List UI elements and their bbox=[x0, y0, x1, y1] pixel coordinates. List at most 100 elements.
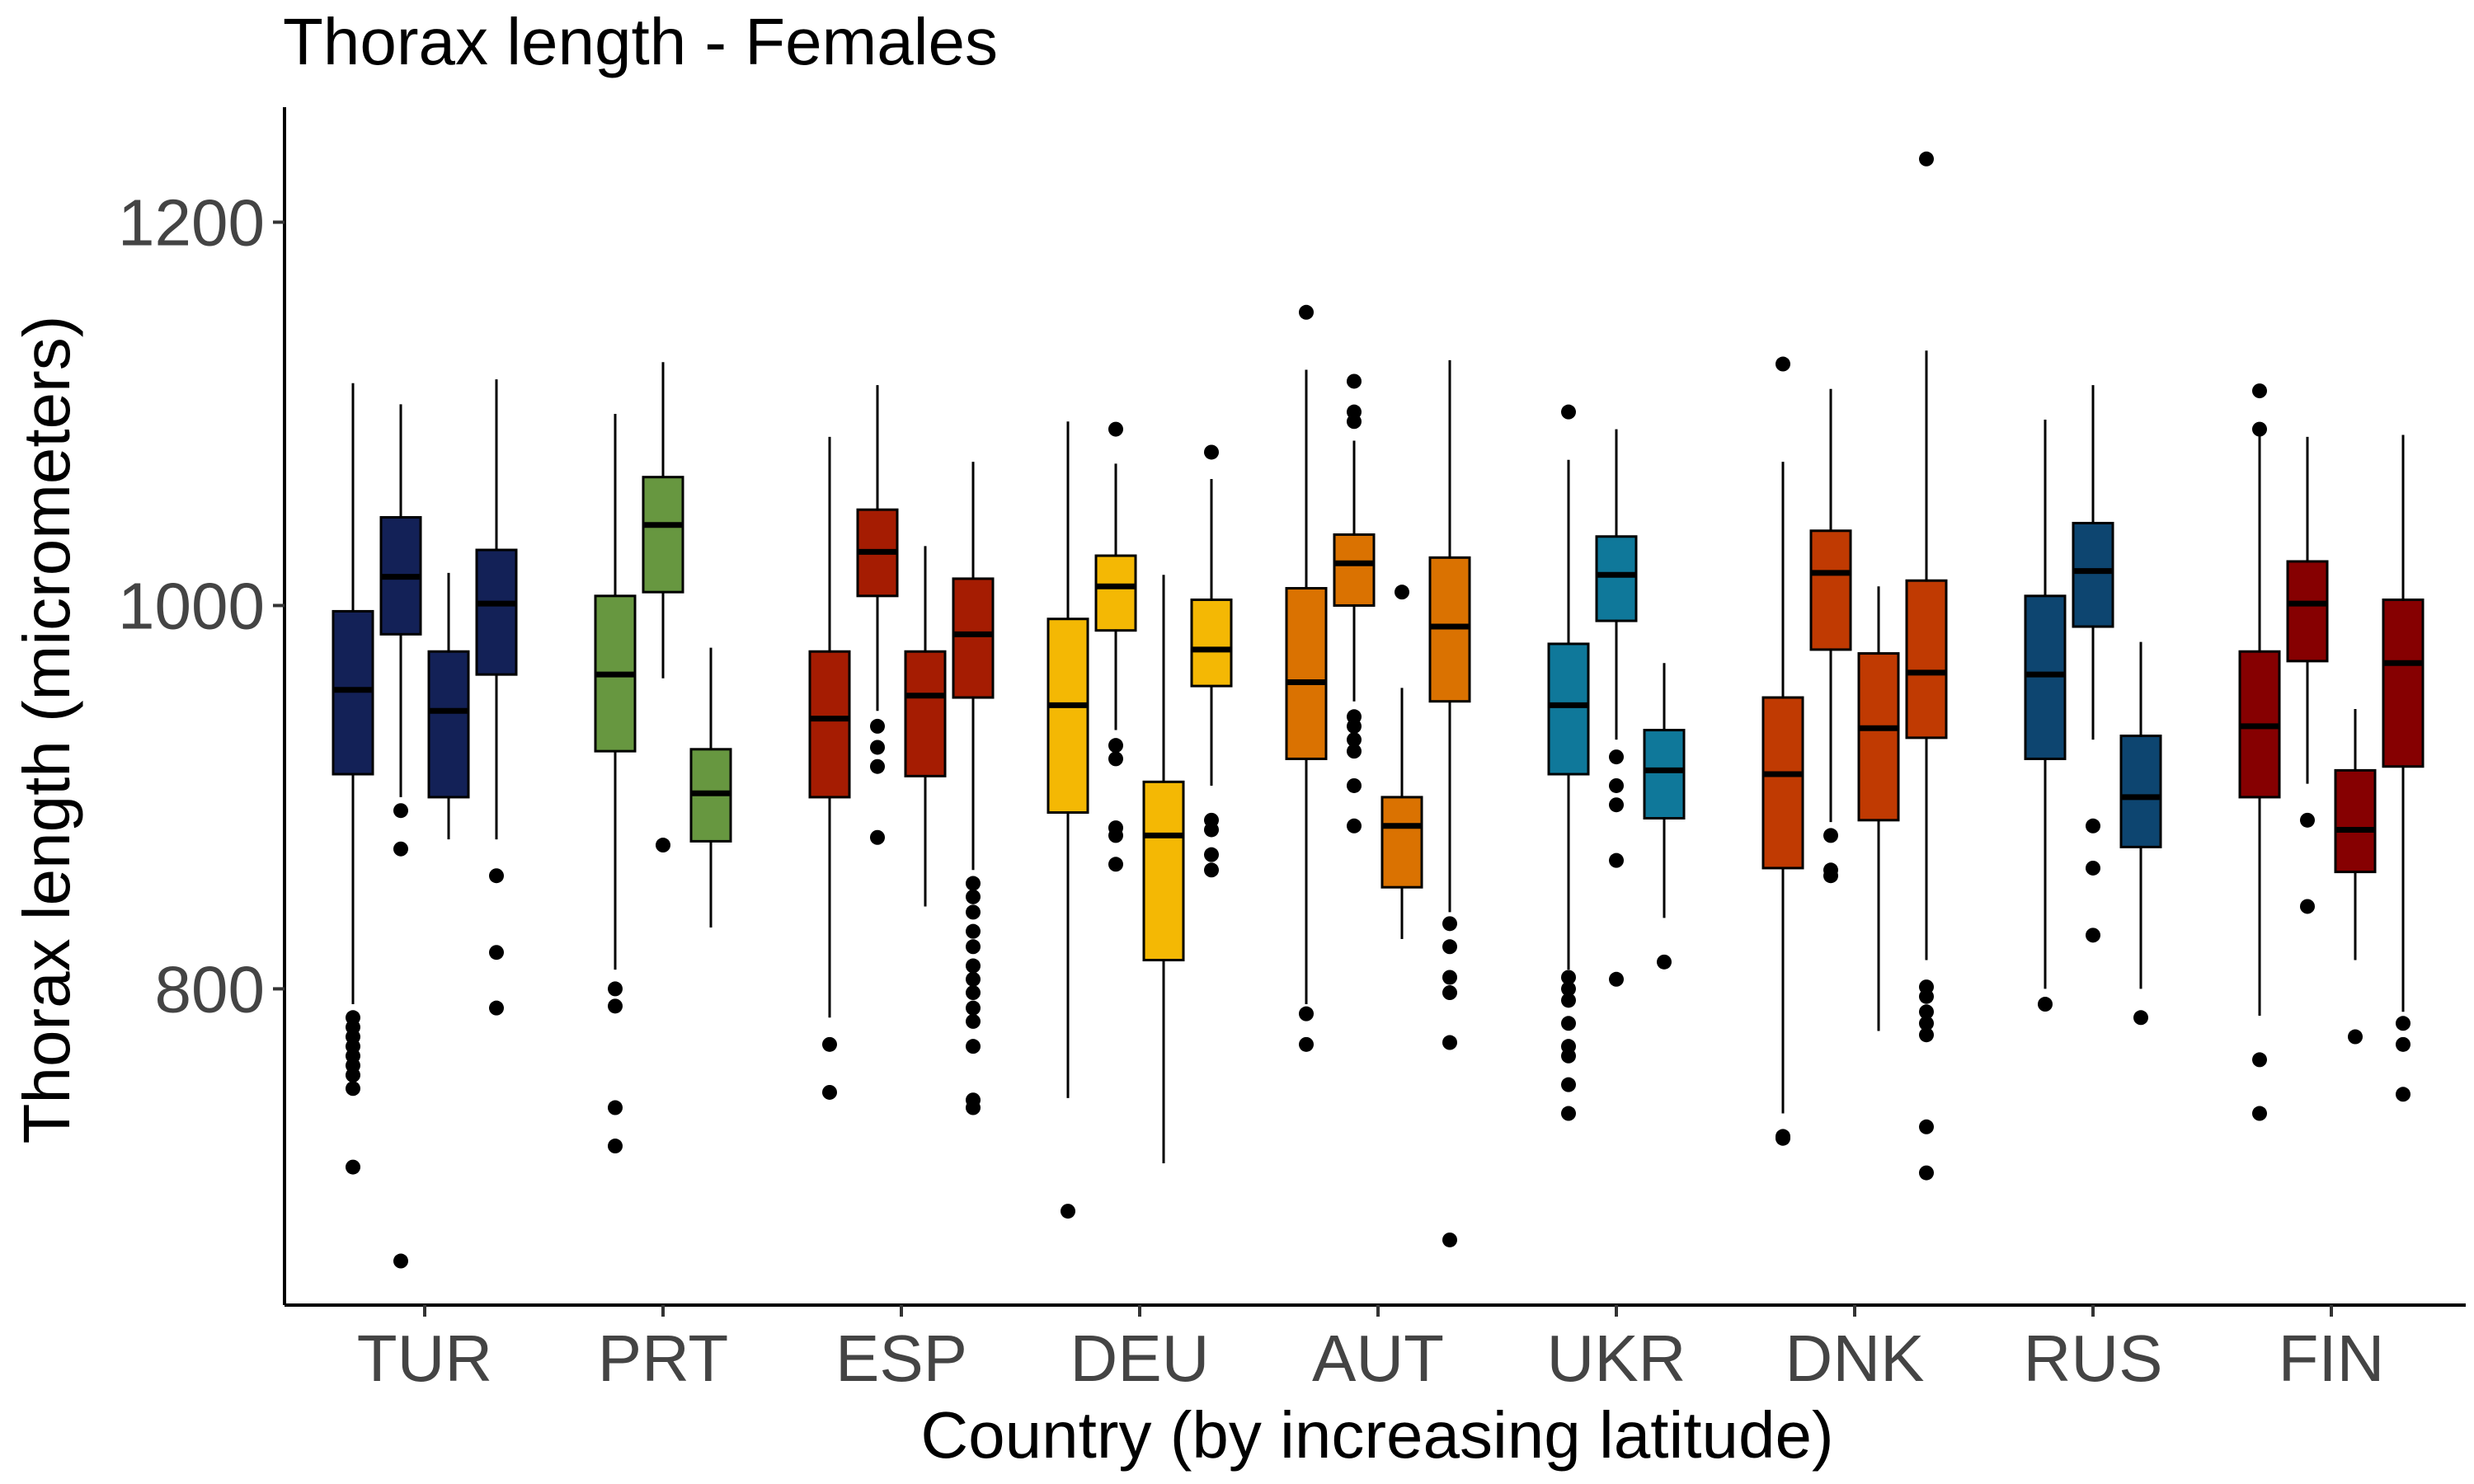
x-tick-label: PRT bbox=[598, 1322, 729, 1395]
outlier-point bbox=[346, 1068, 360, 1083]
outlier-point bbox=[1442, 985, 1457, 1001]
chart-title: Thorax length - Females bbox=[283, 5, 998, 78]
box bbox=[427, 650, 470, 799]
outlier-point bbox=[966, 971, 981, 987]
y-tick-label: 800 bbox=[155, 952, 265, 1026]
y-tick-label: 1200 bbox=[118, 186, 265, 259]
outlier-point bbox=[608, 998, 623, 1014]
outlier-point bbox=[2086, 928, 2100, 943]
box bbox=[1905, 579, 1948, 740]
outlier-point bbox=[1347, 777, 1362, 793]
outlier-point bbox=[1823, 828, 1838, 843]
outlier-point bbox=[1299, 1006, 1314, 1021]
outlier-point bbox=[1108, 738, 1123, 754]
outlier-point bbox=[1657, 954, 1672, 970]
outlier-point bbox=[966, 1013, 981, 1029]
outlier-point bbox=[1347, 732, 1362, 748]
outlier-point bbox=[346, 1081, 360, 1097]
x-tick-label: UKR bbox=[1547, 1322, 1686, 1395]
box bbox=[642, 476, 684, 594]
outlier-point bbox=[1609, 797, 1624, 813]
x-tick-label: FIN bbox=[2279, 1322, 2385, 1395]
outlier-point bbox=[393, 841, 408, 857]
outlier-point bbox=[1561, 993, 1576, 1008]
box bbox=[1547, 642, 1590, 776]
outlier-point bbox=[1561, 1016, 1576, 1031]
outlier-point bbox=[1347, 744, 1362, 759]
outlier-point bbox=[1561, 404, 1576, 420]
outlier-point bbox=[1919, 1016, 1934, 1031]
outlier-point bbox=[966, 939, 981, 955]
outlier-point bbox=[1442, 1035, 1457, 1050]
outlier-point bbox=[2086, 860, 2100, 876]
outlier-point bbox=[2252, 1052, 2267, 1068]
y-tick-label: 1000 bbox=[118, 569, 265, 642]
outlier-point bbox=[1061, 1204, 1075, 1219]
outlier-point bbox=[870, 758, 885, 774]
y-axis-label: Thorax length (micrometers) bbox=[10, 316, 83, 1144]
box bbox=[2382, 598, 2425, 768]
outlier-point bbox=[2396, 1016, 2411, 1031]
outlier-point bbox=[2300, 899, 2315, 914]
box bbox=[1857, 652, 1900, 822]
outlier-point bbox=[1204, 862, 1219, 878]
box bbox=[1643, 729, 1686, 820]
outlier-point bbox=[1204, 822, 1219, 838]
outlier-point bbox=[346, 1159, 360, 1175]
outlier-point bbox=[2396, 1036, 2411, 1052]
outlier-point bbox=[1108, 421, 1123, 437]
outlier-point bbox=[870, 740, 885, 755]
outlier-point bbox=[1561, 1048, 1576, 1064]
outlier-point bbox=[1609, 971, 1624, 987]
box bbox=[475, 548, 518, 676]
outlier-point bbox=[966, 904, 981, 920]
outlier-point bbox=[870, 829, 885, 845]
outlier-point bbox=[1561, 1077, 1576, 1092]
outlier-point bbox=[1919, 1027, 1934, 1043]
x-tick-label: TUR bbox=[357, 1322, 492, 1395]
outlier-point bbox=[1347, 414, 1362, 430]
outlier-point bbox=[2300, 812, 2315, 828]
outlier-point bbox=[1299, 1036, 1314, 1052]
outlier-point bbox=[822, 1036, 837, 1052]
outlier-point bbox=[1108, 751, 1123, 767]
box bbox=[1047, 618, 1089, 815]
outlier-point bbox=[1204, 847, 1219, 862]
box bbox=[952, 577, 995, 699]
outlier-point bbox=[1442, 939, 1457, 955]
outlier-point bbox=[1347, 718, 1362, 734]
outlier-point bbox=[1204, 444, 1219, 460]
box bbox=[808, 650, 851, 799]
outlier-point bbox=[2252, 421, 2267, 437]
outlier-point bbox=[966, 889, 981, 904]
box bbox=[1094, 554, 1137, 632]
outlier-point bbox=[393, 803, 408, 819]
outlier-point bbox=[1776, 356, 1790, 372]
outlier-point bbox=[1919, 989, 1934, 1004]
outlier-point bbox=[1108, 828, 1123, 843]
outlier-point bbox=[1776, 1130, 1790, 1146]
outlier-point bbox=[608, 981, 623, 997]
x-tick-label: RUS bbox=[2024, 1322, 2163, 1395]
box bbox=[2072, 521, 2114, 628]
box bbox=[1190, 598, 1233, 688]
box bbox=[1285, 587, 1328, 760]
x-tick-label: DNK bbox=[1785, 1322, 1925, 1395]
box bbox=[1380, 796, 1423, 889]
outlier-point bbox=[1561, 981, 1576, 997]
outlier-point bbox=[2038, 997, 2053, 1012]
outlier-point bbox=[1561, 970, 1576, 985]
outlier-point bbox=[966, 985, 981, 1001]
outlier-point bbox=[489, 945, 504, 960]
x-tick-label: DEU bbox=[1070, 1322, 1210, 1395]
outlier-point bbox=[966, 958, 981, 974]
box bbox=[2334, 768, 2377, 874]
box bbox=[1595, 535, 1638, 622]
outlier-point bbox=[608, 1100, 623, 1115]
outlier-point bbox=[1108, 857, 1123, 872]
outlier-point bbox=[393, 1253, 408, 1269]
outlier-point bbox=[966, 1100, 981, 1115]
outlier-point bbox=[1823, 868, 1838, 884]
